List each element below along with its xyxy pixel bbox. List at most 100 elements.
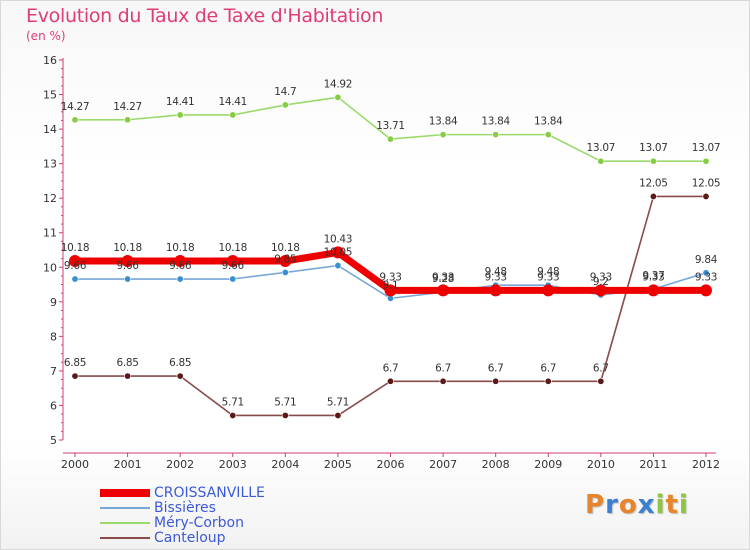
data-point-mery-corbon <box>281 101 289 109</box>
y-tick-label: 15 <box>43 89 57 102</box>
data-point-bissieres <box>702 269 710 277</box>
x-tick-label: 2007 <box>429 458 457 471</box>
data-point-bissieres <box>124 275 132 283</box>
x-tick-label: 2005 <box>324 458 352 471</box>
data-label-canteloup: 6.7 <box>540 362 556 374</box>
data-label-bissieres: 10.05 <box>324 247 353 259</box>
data-label-croissanville: 10.18 <box>218 242 247 254</box>
x-tick-label: 2000 <box>61 458 89 471</box>
data-label-croissanville: 9.33 <box>695 271 717 283</box>
data-point-croissanville <box>331 246 344 259</box>
x-tick-label: 2003 <box>219 458 247 471</box>
data-point-croissanville <box>647 284 660 297</box>
data-point-bissieres <box>334 262 342 270</box>
data-label-canteloup: 6.85 <box>169 357 191 369</box>
chart-title: Evolution du Taux de Taxe d'Habitation <box>26 5 384 27</box>
data-label-canteloup: 12.05 <box>692 177 721 189</box>
data-label-croissanville: 9.33 <box>642 271 664 283</box>
x-tick-label: 2001 <box>114 458 142 471</box>
data-point-canteloup <box>386 377 394 385</box>
logo-letter: P <box>585 490 606 520</box>
legend-swatch-canteloup <box>100 537 150 539</box>
data-label-mery-corbon: 13.84 <box>481 116 510 128</box>
data-point-mery-corbon <box>386 135 394 143</box>
data-point-mery-corbon <box>649 157 657 165</box>
data-point-canteloup <box>439 377 447 385</box>
data-label-bissieres: 9.2 <box>593 276 609 288</box>
data-point-canteloup <box>334 411 342 419</box>
legend-label-mery-corbon: Méry-Corbon <box>154 515 244 531</box>
data-point-croissanville <box>489 284 502 297</box>
data-point-mery-corbon <box>176 111 184 119</box>
data-point-canteloup <box>281 411 289 419</box>
legend-item-croissanville: CROISSANVILLE <box>100 485 265 501</box>
x-tick-label: 2010 <box>587 458 615 471</box>
data-point-mery-corbon <box>597 157 605 165</box>
data-label-bissieres: 9.48 <box>537 266 559 278</box>
data-label-canteloup: 6.7 <box>488 362 504 374</box>
data-point-bissieres <box>71 275 79 283</box>
data-label-mery-corbon: 14.27 <box>113 101 142 113</box>
data-label-canteloup: 12.05 <box>639 177 668 189</box>
data-point-canteloup <box>71 372 79 380</box>
data-label-bissieres: 9.66 <box>169 260 192 272</box>
data-point-mery-corbon <box>124 116 132 124</box>
data-point-mery-corbon <box>439 131 447 139</box>
data-point-canteloup <box>544 377 552 385</box>
data-label-mery-corbon: 13.71 <box>376 120 405 132</box>
data-label-bissieres: 9.66 <box>116 260 139 272</box>
x-tick-label: 2004 <box>271 458 299 471</box>
x-tick-label: 2002 <box>166 458 194 471</box>
data-label-croissanville: 9.33 <box>590 271 612 283</box>
y-tick-label: 16 <box>43 54 57 67</box>
data-label-canteloup: 6.7 <box>593 362 609 374</box>
data-point-canteloup <box>597 377 605 385</box>
data-point-croissanville <box>226 255 239 268</box>
logo-letter: i <box>678 490 689 520</box>
data-point-croissanville <box>437 284 450 297</box>
data-label-croissanville: 10.18 <box>166 242 195 254</box>
legend-item-mery-corbon: Méry-Corbon <box>100 515 244 531</box>
x-tick-label: 2011 <box>639 458 667 471</box>
data-label-croissanville: 10.18 <box>271 242 300 254</box>
y-axis-unit-label: (en %) <box>26 29 66 43</box>
data-label-canteloup: 5.71 <box>222 396 244 408</box>
x-tick-label: 2009 <box>534 458 562 471</box>
data-label-canteloup: 6.7 <box>383 362 399 374</box>
data-label-bissieres: 9.85 <box>274 253 296 265</box>
data-point-croissanville <box>594 284 607 297</box>
y-tick-label: 9 <box>50 296 57 309</box>
data-label-canteloup: 6.85 <box>116 357 138 369</box>
data-label-mery-corbon: 14.41 <box>218 96 247 108</box>
axes: 5 6 7 8 9 10 11 12 13 14 15 16 2000 2001 2002 2003 2004 2… <box>43 54 720 471</box>
y-tick-label: 6 <box>50 399 57 412</box>
data-point-canteloup <box>176 372 184 380</box>
legend-label-canteloup: Canteloup <box>154 530 226 546</box>
legend-item-canteloup: Canteloup <box>100 530 226 546</box>
data-point-croissanville <box>384 284 397 297</box>
data-point-croissanville <box>121 255 134 268</box>
data-point-canteloup <box>649 192 657 200</box>
data-label-bissieres: 9.37 <box>642 270 664 282</box>
data-point-bissieres <box>229 275 237 283</box>
data-point-croissanville <box>174 255 187 268</box>
data-point-canteloup <box>124 372 132 380</box>
logo-letter: x <box>637 490 656 520</box>
data-label-canteloup: 6.85 <box>64 357 86 369</box>
y-tick-label: 7 <box>50 365 57 378</box>
data-label-bissieres: 9.28 <box>432 273 454 285</box>
data-label-croissanville: 10.18 <box>113 242 142 254</box>
legend-swatch-bissieres <box>100 507 150 509</box>
data-point-mery-corbon <box>492 131 500 139</box>
logo-letter: r <box>605 490 619 520</box>
data-label-layer: 14.27 14.27 14.41 14.41 14.7 14.92 13.71 13.84 1… <box>61 78 721 408</box>
y-tick-label: 5 <box>50 434 57 447</box>
logo-letter: t <box>665 490 679 520</box>
data-point-croissanville <box>542 284 555 297</box>
y-tick-label: 12 <box>43 192 57 205</box>
data-label-canteloup: 6.7 <box>435 362 451 374</box>
data-label-bissieres: 9.66 <box>64 260 87 272</box>
data-label-mery-corbon: 14.27 <box>61 101 90 113</box>
data-label-canteloup: 5.71 <box>274 396 296 408</box>
legend-swatch-croissanville <box>100 489 150 497</box>
